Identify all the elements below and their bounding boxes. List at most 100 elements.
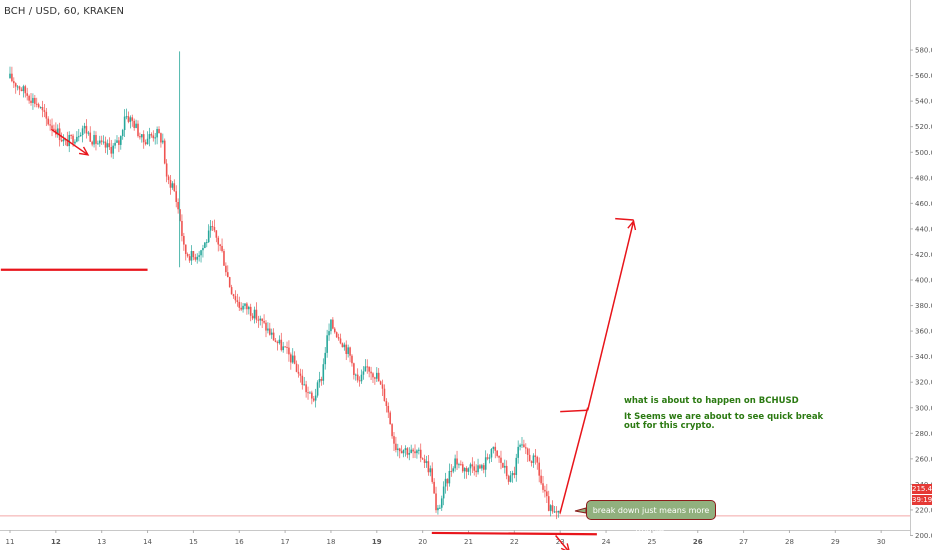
- arrow-head: [78, 146, 90, 156]
- candle-body: [553, 511, 556, 513]
- candle-body: [120, 136, 122, 145]
- candle-body: [335, 332, 338, 338]
- y-tick-label: 220.0: [915, 506, 932, 514]
- candle-body: [314, 395, 317, 401]
- candle-body: [272, 332, 275, 341]
- candle-body: [475, 470, 477, 473]
- candle-body: [398, 448, 401, 452]
- candle-body: [16, 86, 19, 88]
- candle-body: [358, 380, 361, 382]
- candle-body: [202, 247, 204, 251]
- candle-body: [209, 226, 212, 231]
- candle-body: [326, 335, 328, 353]
- candle-body: [521, 444, 523, 446]
- candle-body: [440, 498, 443, 508]
- x-tick-label: 14: [143, 538, 152, 546]
- candle-body: [347, 347, 349, 354]
- y-tick-label: 480.0: [915, 174, 932, 182]
- y-tick-label: 260.0: [915, 455, 932, 463]
- candle-body: [53, 128, 55, 130]
- candle-body: [461, 464, 464, 472]
- candle-body: [354, 374, 357, 376]
- candle-body: [402, 449, 405, 454]
- candle-body: [502, 462, 504, 468]
- candle-body: [37, 104, 40, 108]
- candle-body: [488, 457, 491, 459]
- candle-body: [351, 355, 353, 364]
- candle-body: [303, 384, 306, 386]
- x-tick-label: 13: [97, 538, 106, 546]
- candle-body: [395, 443, 397, 450]
- trend-arrow[interactable]: [586, 221, 635, 411]
- candle-body: [435, 493, 437, 511]
- current-price-badge: 215.4: [912, 484, 932, 494]
- y-tick-label: 500.0: [915, 149, 932, 157]
- candle-body: [35, 103, 38, 105]
- candle-body: [425, 461, 428, 463]
- candle-body: [339, 338, 342, 344]
- trend-line[interactable]: [559, 407, 589, 513]
- candle-body: [148, 134, 151, 139]
- candle-body: [234, 296, 237, 301]
- candle-body: [228, 277, 231, 288]
- candle-body: [448, 470, 451, 484]
- candle-body: [343, 344, 346, 348]
- candle-body: [309, 392, 311, 394]
- candle-body: [370, 371, 372, 374]
- candle-body: [97, 143, 99, 145]
- candle-body: [112, 145, 114, 154]
- candle-body: [43, 110, 46, 112]
- trend-arrow[interactable]: [50, 128, 89, 156]
- candle-body: [364, 366, 367, 372]
- candle-body: [356, 374, 359, 381]
- candle-body: [523, 444, 525, 448]
- candle-body: [305, 384, 307, 393]
- candle-body: [446, 478, 449, 484]
- candle-body: [150, 134, 153, 136]
- candle-body: [284, 346, 286, 348]
- candle-body: [142, 134, 145, 143]
- candle-body: [473, 466, 476, 471]
- candle-body: [517, 446, 519, 458]
- candle-body: [511, 473, 514, 476]
- candle-body: [544, 489, 546, 492]
- x-tick-label: 24: [602, 538, 611, 546]
- candle-body: [337, 337, 340, 339]
- candle-body: [316, 382, 319, 396]
- candle-body: [311, 392, 313, 399]
- candle-body: [349, 347, 351, 356]
- candle-body: [116, 140, 118, 143]
- candle-body: [11, 73, 13, 82]
- candle-body: [437, 507, 439, 511]
- candle-body: [282, 346, 284, 351]
- annotation-line-2: out for this crypto.: [624, 421, 715, 431]
- candle-body: [503, 465, 506, 468]
- candle-body: [397, 448, 399, 450]
- candle-body: [181, 221, 183, 236]
- candle-body: [270, 332, 273, 335]
- candle-body: [419, 449, 422, 459]
- candle-body: [246, 303, 248, 310]
- candle-body: [249, 306, 252, 316]
- candle-body: [211, 226, 214, 228]
- candle-body: [484, 457, 487, 470]
- candle-body: [169, 180, 172, 188]
- candle-body: [257, 319, 260, 321]
- trend-line[interactable]: [615, 217, 634, 221]
- symbol-title: BCH / USD, 60, KRAKEN: [4, 6, 125, 17]
- trend-line[interactable]: [560, 409, 588, 413]
- candle-body: [494, 446, 497, 451]
- candle-body: [318, 378, 321, 383]
- trend-arrow[interactable]: [555, 535, 570, 553]
- candle-body: [204, 242, 206, 248]
- candle-body: [238, 301, 241, 308]
- candle-body: [333, 328, 336, 333]
- y-tick-label: 320.0: [915, 379, 932, 387]
- candle-body: [410, 449, 412, 453]
- candle-body: [274, 340, 277, 342]
- trend-line[interactable]: [431, 531, 597, 536]
- candle-body: [14, 83, 17, 87]
- candle-body: [255, 309, 258, 320]
